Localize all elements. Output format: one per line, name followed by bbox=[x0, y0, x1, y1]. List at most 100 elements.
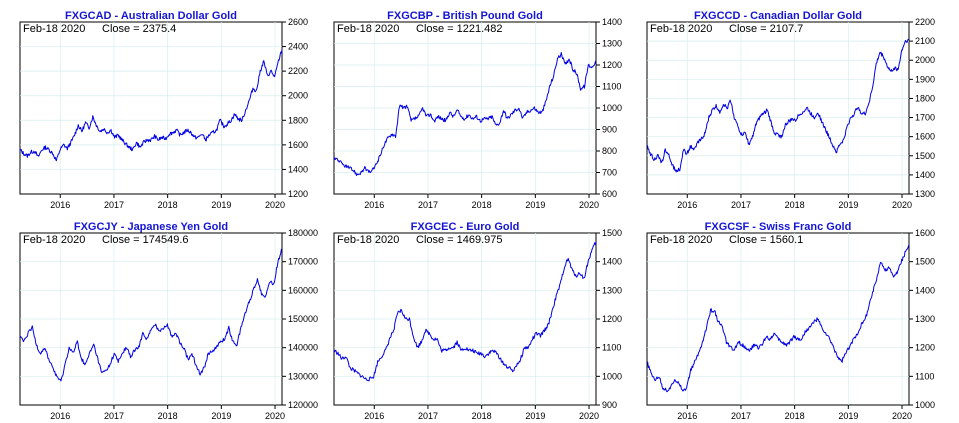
y-tick-label: 1500 bbox=[602, 228, 622, 238]
y-tick-label: 1800 bbox=[915, 93, 935, 103]
close-label: Close = 174549.6 bbox=[102, 234, 189, 246]
y-tick-label: 140000 bbox=[288, 343, 318, 353]
x-tick-label: 2017 bbox=[418, 200, 438, 210]
close-label: Close = 1221.482 bbox=[416, 23, 503, 35]
y-tick-label: 1000 bbox=[915, 400, 935, 410]
y-tick-label: 2000 bbox=[915, 55, 935, 65]
y-tick-label: 1600 bbox=[915, 228, 935, 238]
y-tick-label: 1100 bbox=[602, 343, 621, 353]
chart-canadian-dollar-gold: FXGCCD - Canadian Dollar Gold 1300 1400 150… bbox=[646, 10, 935, 210]
x-tick-label: 2017 bbox=[104, 411, 124, 421]
y-tick-label: 1100 bbox=[602, 82, 621, 92]
chart-euro-gold: FXGCEC - Euro Gold 900 1000 1100 1200 1300 140… bbox=[333, 221, 622, 421]
close-label: Close = 1469.975 bbox=[416, 234, 503, 246]
y-tick-label: 2200 bbox=[288, 66, 308, 76]
y-tick-label: 2400 bbox=[288, 42, 308, 52]
x-tick-label: 2017 bbox=[731, 200, 751, 210]
chart-swiss-franc-gold: FXGCSF - Swiss Franc Gold 1000 1100 1200 130… bbox=[646, 221, 935, 421]
y-tick-label: 1200 bbox=[602, 314, 622, 324]
y-tick-label: 1200 bbox=[915, 343, 935, 353]
chart-title: FXGCBP - British Pound Gold bbox=[387, 10, 543, 22]
plot-area bbox=[646, 21, 910, 195]
x-tick-label: 2018 bbox=[785, 200, 805, 210]
y-tick-label: 2600 bbox=[288, 17, 308, 27]
x-tick-label: 2020 bbox=[892, 200, 912, 210]
y-tick-label: 1100 bbox=[915, 371, 934, 381]
y-tick-label: 900 bbox=[602, 125, 617, 135]
chart-title: FXGCAD - Australian Dollar Gold bbox=[65, 10, 237, 22]
x-tick-label: 2019 bbox=[838, 411, 858, 421]
date-label: Feb-18 2020 bbox=[650, 234, 712, 246]
close-label: Close = 2107.7 bbox=[729, 23, 803, 35]
y-tick-label: 1600 bbox=[288, 140, 308, 150]
price-line bbox=[333, 241, 597, 382]
price-line bbox=[333, 52, 597, 176]
y-tick-label: 1200 bbox=[602, 60, 622, 70]
chart-title: FXGCJY - Japanese Yen Gold bbox=[74, 221, 228, 233]
chart-title: FXGCCD - Canadian Dollar Gold bbox=[694, 10, 862, 22]
y-tick-label: 170000 bbox=[288, 257, 318, 267]
x-tick-label: 2016 bbox=[364, 200, 384, 210]
date-label: Feb-18 2020 bbox=[23, 234, 85, 246]
price-line bbox=[19, 49, 283, 162]
y-tick-label: 1500 bbox=[915, 257, 935, 267]
price-line bbox=[19, 248, 283, 382]
chart-british-pound-gold: FXGCBP - British Pound Gold 600 700 800 900 1… bbox=[333, 10, 622, 210]
y-tick-label: 1500 bbox=[915, 151, 935, 161]
x-tick-label: 2020 bbox=[579, 411, 599, 421]
y-tick-label: 130000 bbox=[288, 371, 318, 381]
plot-area bbox=[19, 21, 283, 195]
x-tick-label: 2016 bbox=[50, 200, 70, 210]
x-tick-label: 2020 bbox=[892, 411, 912, 421]
y-tick-label: 1300 bbox=[915, 314, 935, 324]
date-label: Feb-18 2020 bbox=[23, 23, 85, 35]
y-tick-label: 1400 bbox=[915, 170, 935, 180]
x-tick-label: 2018 bbox=[472, 200, 492, 210]
x-tick-label: 2016 bbox=[677, 200, 697, 210]
y-tick-label: 2100 bbox=[915, 36, 935, 46]
y-tick-label: 1300 bbox=[602, 285, 622, 295]
x-tick-label: 2019 bbox=[525, 411, 545, 421]
close-label: Close = 1560.1 bbox=[729, 234, 803, 246]
price-line bbox=[646, 38, 910, 173]
y-tick-label: 1700 bbox=[915, 113, 935, 123]
y-tick-label: 700 bbox=[602, 168, 617, 178]
y-tick-label: 600 bbox=[602, 189, 617, 199]
y-tick-label: 1300 bbox=[602, 39, 622, 49]
y-tick-label: 120000 bbox=[288, 400, 318, 410]
y-tick-label: 1400 bbox=[915, 285, 935, 295]
y-tick-label: 1000 bbox=[602, 103, 622, 113]
y-tick-label: 1600 bbox=[915, 132, 935, 142]
price-line bbox=[647, 244, 910, 393]
y-tick-label: 1300 bbox=[915, 189, 935, 199]
y-tick-label: 1900 bbox=[915, 74, 935, 84]
x-tick-label: 2018 bbox=[785, 411, 805, 421]
chart-australian-dollar-gold: FXGCAD - Australian Dollar Gold 1200 1400 1… bbox=[19, 10, 308, 210]
x-tick-label: 2020 bbox=[265, 411, 285, 421]
x-tick-label: 2016 bbox=[677, 411, 697, 421]
x-tick-label: 2020 bbox=[579, 200, 599, 210]
x-tick-label: 2018 bbox=[158, 200, 178, 210]
date-label: Feb-18 2020 bbox=[337, 234, 399, 246]
x-tick-label: 2017 bbox=[104, 200, 124, 210]
x-tick-label: 2016 bbox=[50, 411, 70, 421]
x-tick-label: 2018 bbox=[472, 411, 492, 421]
y-tick-label: 1200 bbox=[288, 189, 308, 199]
chart-title: FXGCEC - Euro Gold bbox=[411, 221, 520, 233]
y-tick-label: 1800 bbox=[288, 115, 308, 125]
x-tick-label: 2016 bbox=[364, 411, 384, 421]
chart-japanese-yen-gold: FXGCJY - Japanese Yen Gold 120000 130000 14… bbox=[19, 221, 318, 421]
y-tick-label: 800 bbox=[602, 146, 617, 156]
y-tick-label: 150000 bbox=[288, 314, 318, 324]
y-tick-label: 160000 bbox=[288, 285, 318, 295]
y-tick-label: 1400 bbox=[602, 257, 622, 267]
chart-title: FXGCSF - Swiss Franc Gold bbox=[705, 221, 852, 233]
y-tick-label: 1400 bbox=[288, 164, 308, 174]
y-tick-label: 900 bbox=[602, 400, 617, 410]
x-tick-label: 2018 bbox=[158, 411, 178, 421]
y-tick-label: 180000 bbox=[288, 228, 318, 238]
date-label: Feb-18 2020 bbox=[337, 23, 399, 35]
x-tick-label: 2020 bbox=[265, 200, 285, 210]
x-tick-label: 2017 bbox=[731, 411, 751, 421]
x-tick-label: 2019 bbox=[838, 200, 858, 210]
